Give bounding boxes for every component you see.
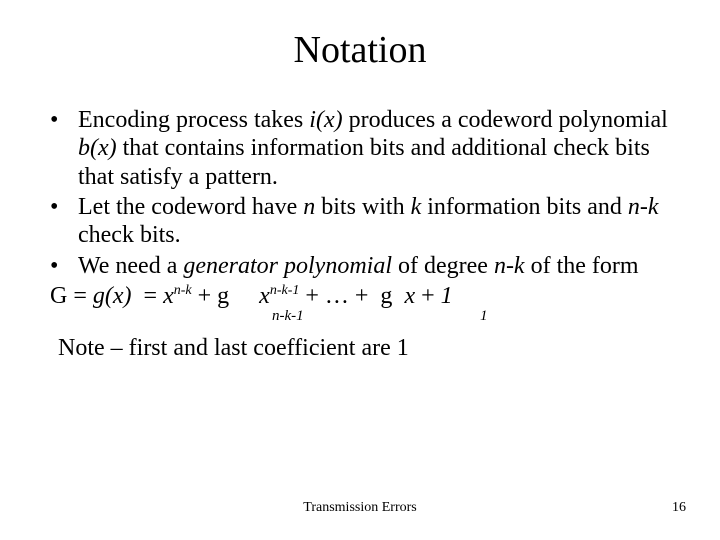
note-line: Note – first and last coefficient are 1 [58,334,670,362]
footer-page-number: 16 [672,500,686,516]
slide: Notation • Encoding process takes i(x) p… [0,0,720,540]
bullet-mark: • [50,193,78,250]
bullet-text: Encoding process takes i(x) produces a c… [78,106,670,191]
bullet-mark: • [50,252,78,280]
slide-title: Notation [50,28,670,72]
equation-line: G = g(x) = xn-k + g xn-k-1 + … + g x + 1 [50,282,670,310]
bullet-item: • Let the codeword have n bits with k in… [50,193,670,250]
subscript-first: n-k-1 [272,308,304,326]
slide-content: • Encoding process takes i(x) produces a… [50,106,670,363]
subscript-second: 1 [480,308,488,326]
bullet-mark: • [50,106,78,191]
bullet-item: • Encoding process takes i(x) produces a… [50,106,670,191]
bullet-text: We need a generator polynomial of degree… [78,252,670,280]
bullet-text: Let the codeword have n bits with k info… [78,193,670,250]
footer-center: Transmission Errors [0,500,720,516]
bullet-item: • We need a generator polynomial of degr… [50,252,670,280]
subscript-row: n-k-1 1 [50,310,670,330]
